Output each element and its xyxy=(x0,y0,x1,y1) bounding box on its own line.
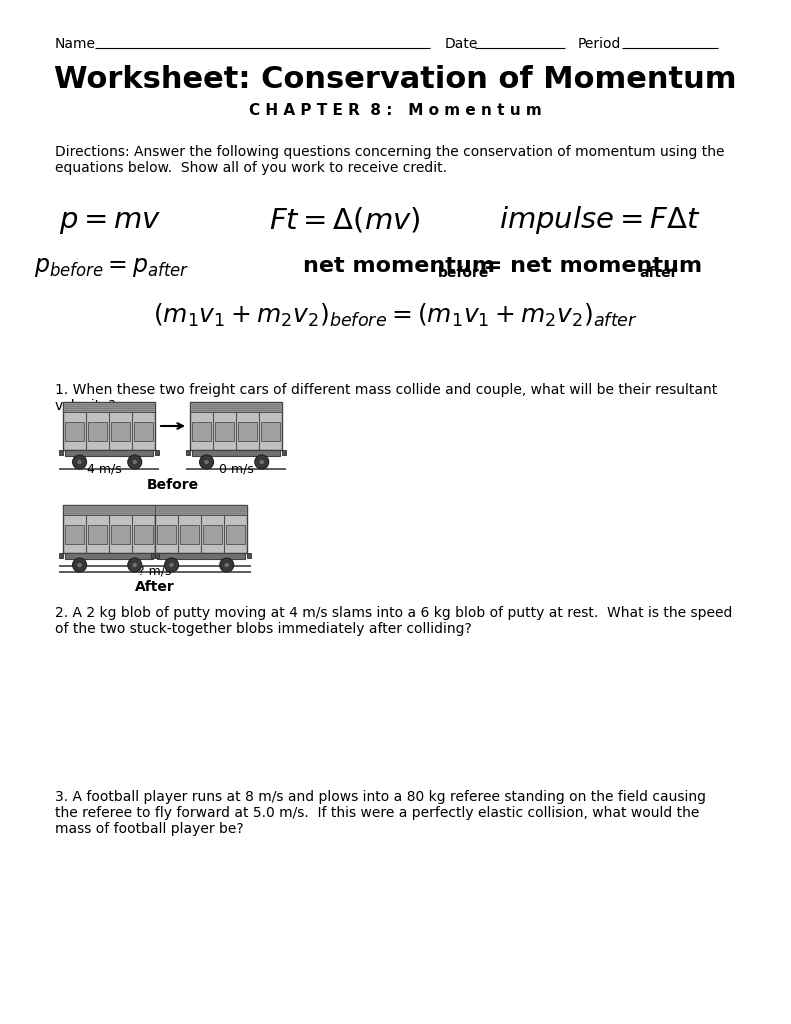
Bar xyxy=(238,422,257,440)
Bar xyxy=(261,422,280,440)
Circle shape xyxy=(220,558,234,572)
Text: 2. A 2 kg blob of putty moving at 4 m/s slams into a 6 kg blob of putty at rest.: 2. A 2 kg blob of putty moving at 4 m/s … xyxy=(55,606,732,636)
Bar xyxy=(192,450,280,456)
Text: $p = mv$: $p = mv$ xyxy=(59,208,161,236)
Text: $Ft = \Delta(mv)$: $Ft = \Delta(mv)$ xyxy=(269,205,421,234)
Bar xyxy=(190,402,282,450)
Bar xyxy=(155,505,247,515)
Text: $(m_1v_1 + m_2v_2)_{before} = (m_1v_1 + m_2v_2)_{after}$: $(m_1v_1 + m_2v_2)_{before} = (m_1v_1 + … xyxy=(153,302,638,329)
Bar xyxy=(247,553,251,558)
Text: Directions: Answer the following questions concerning the conservation of moment: Directions: Answer the following questio… xyxy=(55,145,725,175)
Circle shape xyxy=(132,460,138,465)
Text: after: after xyxy=(639,266,678,280)
Text: $p_{before} = p_{after}$: $p_{before} = p_{after}$ xyxy=(34,255,190,279)
Circle shape xyxy=(224,562,229,567)
Circle shape xyxy=(73,455,86,469)
Text: 0 m/s: 0 m/s xyxy=(218,462,253,475)
Bar xyxy=(65,553,153,559)
Text: C H A P T E R  8 :   M o m e n t u m: C H A P T E R 8 : M o m e n t u m xyxy=(248,103,541,118)
Text: 10 Tons: 10 Tons xyxy=(82,402,136,415)
Bar xyxy=(190,402,282,412)
Bar xyxy=(203,524,221,544)
Bar xyxy=(63,505,155,515)
Text: = net momentum: = net momentum xyxy=(476,256,702,276)
Bar xyxy=(157,524,176,544)
Circle shape xyxy=(128,558,142,572)
Text: After: After xyxy=(135,580,175,594)
Text: Name: Name xyxy=(55,37,96,51)
Bar xyxy=(155,553,159,558)
Bar xyxy=(226,524,244,544)
Text: 1. When these two freight cars of different mass collide and couple, what will b: 1. When these two freight cars of differ… xyxy=(55,383,717,414)
Bar xyxy=(186,450,190,455)
Text: 4 m/s: 4 m/s xyxy=(87,462,121,475)
Bar xyxy=(282,450,286,455)
Bar xyxy=(134,422,153,440)
Bar xyxy=(192,422,210,440)
Text: 30 Tons: 30 Tons xyxy=(210,402,263,415)
Text: ? m/s: ? m/s xyxy=(138,565,172,578)
Bar xyxy=(66,524,84,544)
Text: net momentum: net momentum xyxy=(303,256,495,276)
Text: $impulse = F\Delta t$: $impulse = F\Delta t$ xyxy=(499,204,701,236)
Bar xyxy=(89,422,107,440)
Circle shape xyxy=(132,562,138,567)
Bar xyxy=(155,505,247,553)
Bar xyxy=(155,450,159,455)
Bar xyxy=(59,553,63,558)
Bar xyxy=(66,422,84,440)
Bar xyxy=(112,422,130,440)
Circle shape xyxy=(259,460,264,465)
Circle shape xyxy=(169,562,174,567)
Text: Date: Date xyxy=(445,37,479,51)
Bar xyxy=(134,524,153,544)
Circle shape xyxy=(128,455,142,469)
Bar xyxy=(157,553,245,559)
Bar xyxy=(151,553,155,558)
Bar xyxy=(63,402,155,450)
Bar xyxy=(59,450,63,455)
Text: Before: Before xyxy=(146,478,199,492)
Bar xyxy=(89,524,107,544)
Circle shape xyxy=(255,455,269,469)
Bar xyxy=(215,422,233,440)
Text: Worksheet: Conservation of Momentum: Worksheet: Conservation of Momentum xyxy=(54,65,736,94)
Text: Period: Period xyxy=(578,37,622,51)
Bar xyxy=(63,402,155,412)
Circle shape xyxy=(77,460,82,465)
Bar xyxy=(112,524,130,544)
Circle shape xyxy=(77,562,82,567)
Text: 3. A football player runs at 8 m/s and plows into a 80 kg referee standing on th: 3. A football player runs at 8 m/s and p… xyxy=(55,790,706,837)
Text: before: before xyxy=(438,266,490,280)
Bar xyxy=(65,450,153,456)
Circle shape xyxy=(165,558,179,572)
Circle shape xyxy=(73,558,86,572)
Circle shape xyxy=(199,455,214,469)
Bar xyxy=(180,524,199,544)
Bar xyxy=(63,505,155,553)
Circle shape xyxy=(204,460,210,465)
